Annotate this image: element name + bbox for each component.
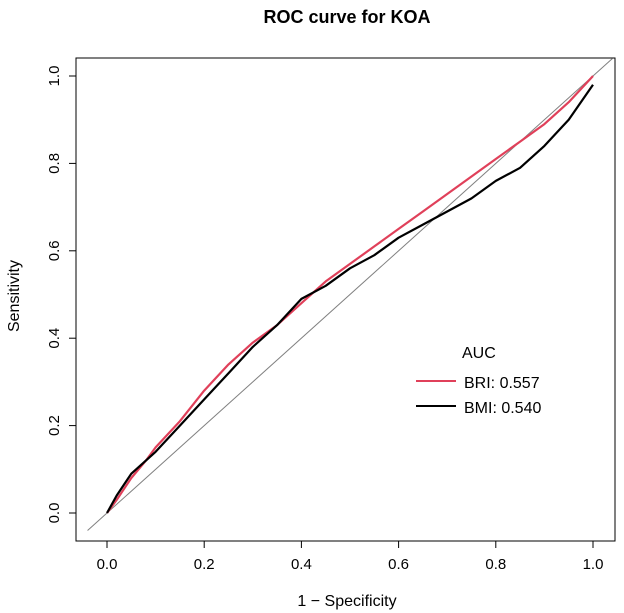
legend-title: AUC bbox=[462, 345, 496, 362]
y-tick-label: 0.4 bbox=[46, 328, 63, 349]
x-tick-label: 0.4 bbox=[291, 556, 312, 573]
y-axis-label: Sensitivity bbox=[6, 260, 23, 332]
x-tick-label: 0.8 bbox=[485, 556, 506, 573]
x-tick-label: 0.2 bbox=[194, 556, 215, 573]
series-line-bmi bbox=[106, 84, 594, 514]
x-tick-label: 0.0 bbox=[97, 556, 118, 573]
y-tick-label: 0.0 bbox=[46, 503, 63, 524]
legend-label-bri: BRI: 0.557 bbox=[464, 375, 540, 392]
series-line-bri bbox=[106, 75, 594, 514]
legend-label-bmi: BMI: 0.540 bbox=[464, 400, 541, 417]
x-axis-label: 1 − Specificity bbox=[297, 593, 396, 610]
y-tick-label: 1.0 bbox=[46, 66, 63, 87]
y-tick-label: 0.2 bbox=[46, 415, 63, 436]
x-tick-label: 1.0 bbox=[583, 556, 604, 573]
y-tick-label: 0.8 bbox=[46, 153, 63, 174]
chart-title: ROC curve for KOA bbox=[263, 7, 430, 27]
reference-diagonal-line bbox=[87, 58, 613, 531]
legend: AUC BRI: 0.557 BMI: 0.540 bbox=[416, 345, 541, 417]
y-tick-label: 0.6 bbox=[46, 240, 63, 261]
x-tick-label: 0.6 bbox=[388, 556, 409, 573]
